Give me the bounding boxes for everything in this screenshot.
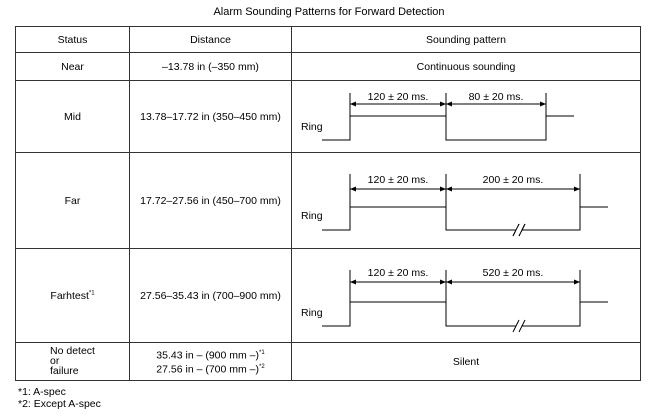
header-distance: Distance: [129, 26, 292, 53]
table-row-no-detect: No detect or failure 35.43 in – (900 mm …: [15, 342, 641, 381]
header-status: Status: [15, 26, 130, 53]
on-duration-label: 120 ± 20 ms.: [368, 174, 429, 186]
distance-cell: 27.56–35.43 in (700–900 mm): [129, 248, 292, 343]
status-line: failure: [50, 365, 79, 377]
ring-label: Ring: [301, 210, 323, 222]
footnote-ref: *1: [259, 350, 265, 356]
off-duration-label: 200 ± 20 ms.: [483, 174, 544, 186]
status-cell: Mid: [15, 80, 130, 153]
status-text: Farhtest: [50, 289, 89, 302]
footnote-ref: *1: [88, 290, 95, 296]
ring-label: Ring: [301, 121, 323, 133]
status-line: No detect: [50, 345, 95, 357]
on-duration-label: 120 ± 20 ms.: [368, 267, 429, 279]
status-cell: Near: [15, 52, 130, 81]
ring-pattern-diagram-far: 120 ± 20 ms. 200 ± 20 ms. Ring: [301, 173, 608, 236]
status-text: No detect or failure: [50, 345, 95, 377]
footnote-2: *2: Except A-spec: [18, 398, 101, 410]
alarm-pattern-table: Status Distance Sounding pattern Near –1…: [15, 26, 641, 381]
ring-label: Ring: [301, 307, 323, 319]
table-header-row: Status Distance Sounding pattern: [15, 26, 641, 53]
pattern-cell: Continuous sounding: [291, 52, 641, 81]
distance-line: 27.56 in – (700 mm –): [156, 363, 260, 375]
distance-line: 35.43 in – (900 mm –): [156, 349, 260, 362]
off-duration-label: 80 ± 20 ms.: [469, 91, 524, 103]
status-cell: Farhtest*1: [15, 248, 130, 343]
distance-text: 35.43 in – (900 mm –)*1 27.56 in – (700 …: [156, 348, 264, 375]
table-row-near: Near –13.78 in (–350 mm) Continuous soun…: [15, 52, 641, 81]
pattern-cell: Silent: [291, 342, 641, 381]
page-title: Alarm Sounding Patterns for Forward Dete…: [213, 6, 445, 18]
on-duration-label: 120 ± 20 ms.: [368, 91, 429, 103]
pattern-cell: 120 ± 20 ms. 80 ± 20 ms. Ring: [291, 80, 641, 153]
table-row-farthest: Farhtest*1 27.56–35.43 in (700–900 mm): [15, 248, 641, 343]
distance-cell: –13.78 in (–350 mm): [129, 52, 292, 81]
table-row-far: Far 17.72–27.56 in (450–700 mm): [15, 152, 641, 249]
pattern-cell: 120 ± 20 ms. 520 ± 20 ms. Ring: [291, 248, 641, 343]
status-cell: No detect or failure: [15, 342, 130, 381]
distance-cell: 13.78–17.72 in (350–450 mm): [129, 80, 292, 153]
distance-cell: 35.43 in – (900 mm –)*1 27.56 in – (700 …: [129, 342, 292, 381]
ring-pattern-diagram-mid: 120 ± 20 ms. 80 ± 20 ms. Ring: [301, 91, 574, 140]
off-duration-label: 520 ± 20 ms.: [483, 267, 544, 279]
footnote-ref: *2: [259, 363, 265, 370]
ring-pattern-diagram-farthest: 120 ± 20 ms. 520 ± 20 ms. Ring: [301, 267, 608, 332]
status-line: or: [50, 355, 60, 367]
header-pattern: Sounding pattern: [291, 26, 641, 53]
table-row-mid: Mid 13.78–17.72 in (350–450 mm) 120 ± 20…: [15, 80, 641, 153]
distance-cell: 17.72–27.56 in (450–700 mm): [129, 152, 292, 249]
footnote-1: *1: A-spec: [18, 386, 66, 398]
pattern-cell: 120 ± 20 ms. 200 ± 20 ms. Ring: [291, 152, 641, 249]
status-cell: Far: [15, 152, 130, 249]
